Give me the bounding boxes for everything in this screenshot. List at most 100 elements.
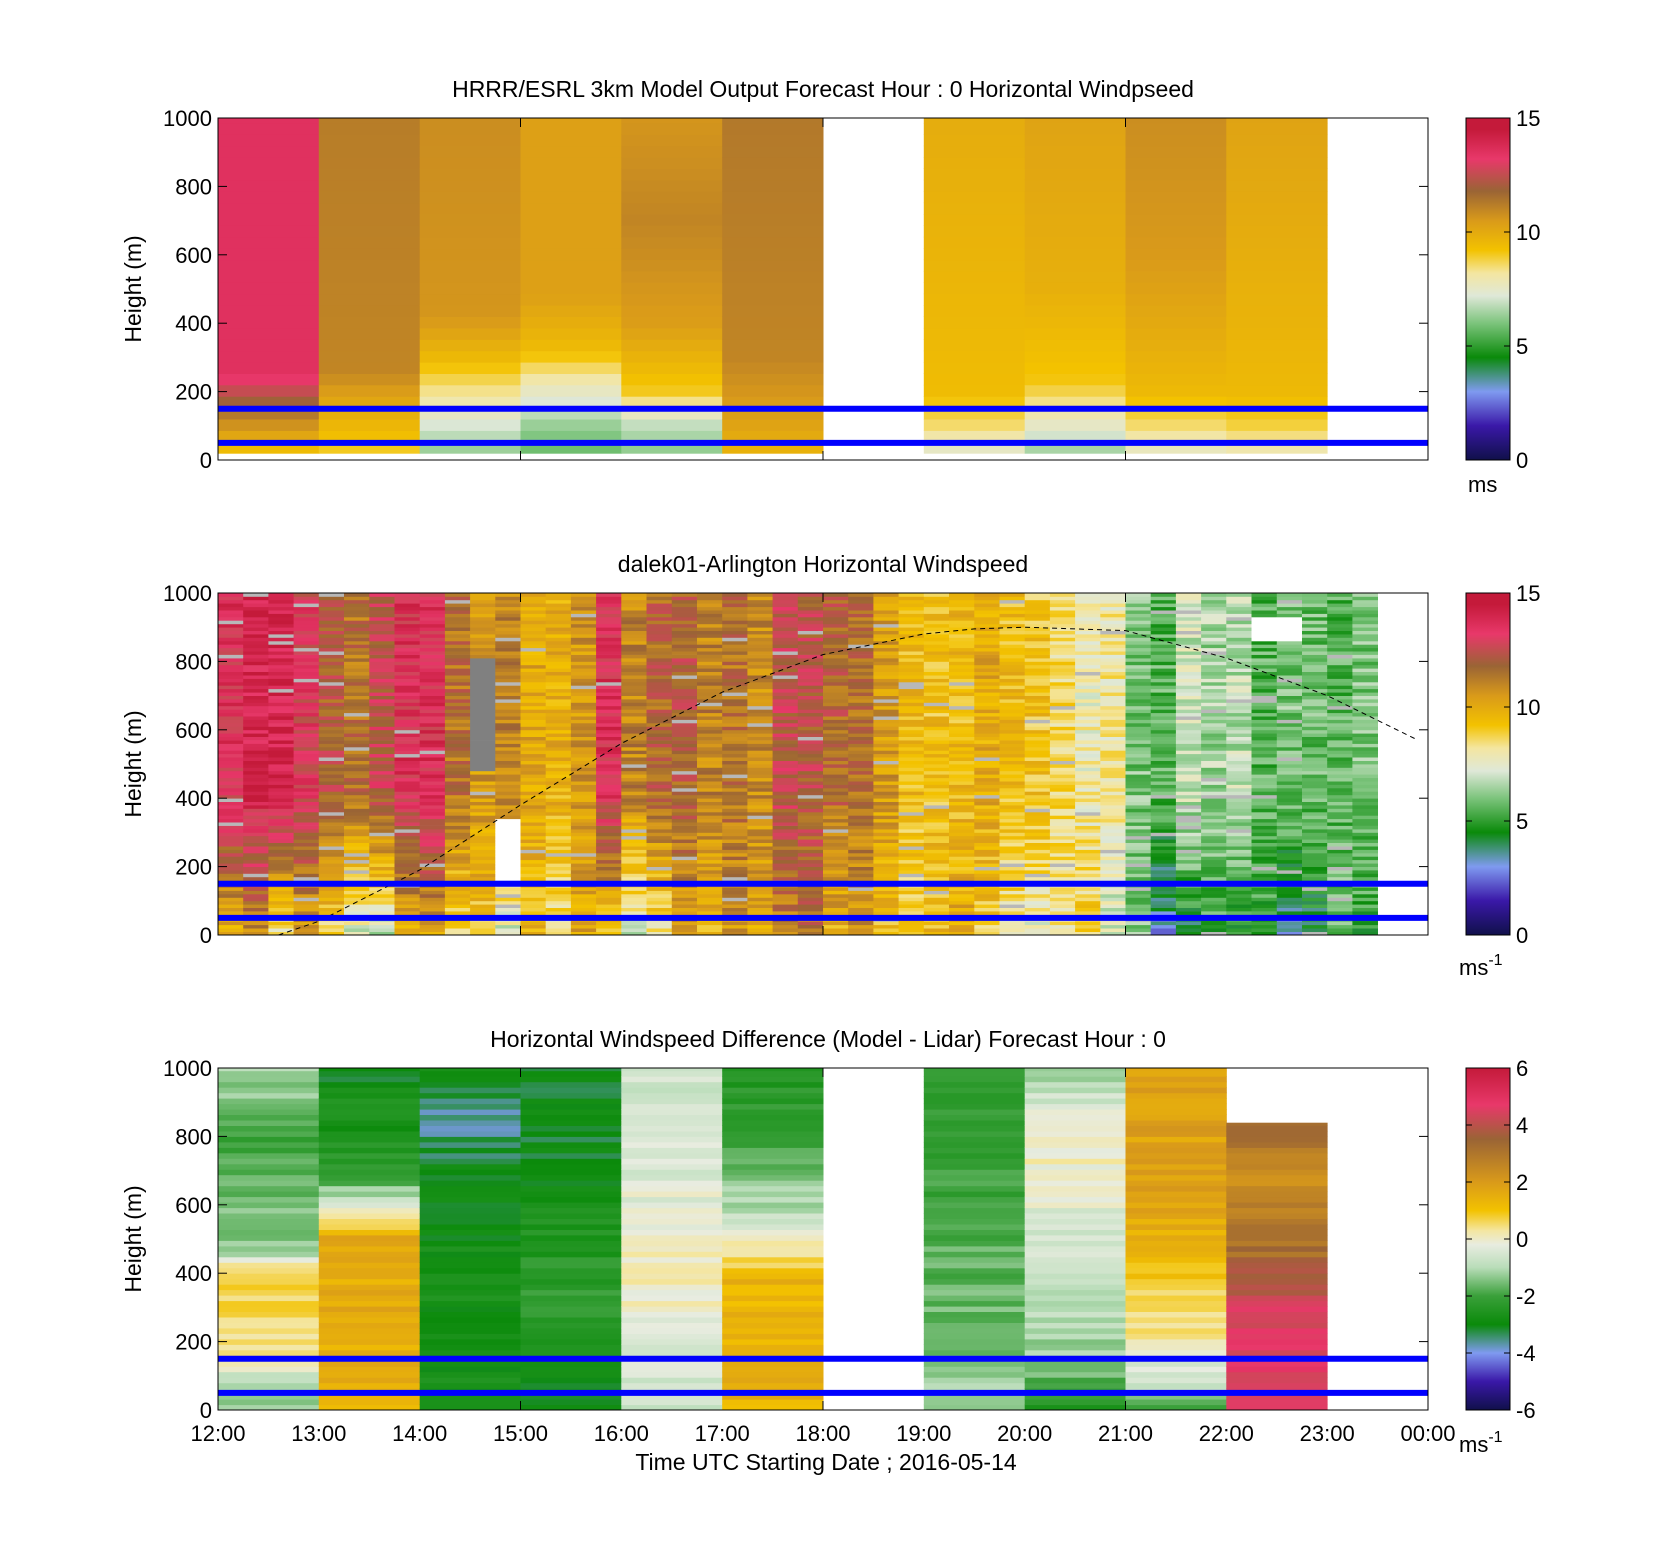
heatmap-cell — [1251, 675, 1278, 679]
heatmap-cell — [873, 668, 899, 672]
heatmap-cell — [1175, 606, 1202, 611]
heatmap-cell — [1075, 846, 1101, 850]
heatmap-cell — [369, 616, 395, 621]
heatmap-cell — [444, 678, 471, 683]
heatmap-cell — [671, 839, 698, 843]
heatmap-cell — [1024, 688, 1051, 693]
heatmap-cell — [394, 746, 421, 751]
heatmap-cell — [823, 904, 849, 908]
heatmap-cell — [394, 750, 421, 755]
heatmap-cell — [444, 770, 471, 775]
heatmap-cell — [1100, 890, 1126, 895]
heatmap-cell — [520, 692, 547, 696]
heatmap-cell — [1075, 716, 1101, 720]
heatmap-cell — [697, 876, 723, 881]
heatmap-cell — [1302, 685, 1328, 690]
heatmap-cell — [1226, 705, 1252, 710]
heatmap-cell — [999, 774, 1026, 779]
heatmap-cell — [1251, 736, 1278, 741]
heatmap-cell — [545, 705, 572, 710]
heatmap-cell — [268, 599, 294, 604]
heatmap-cell — [722, 316, 824, 329]
heatmap-cell — [444, 699, 471, 703]
heatmap-cell — [545, 805, 572, 809]
heatmap-cell — [621, 740, 647, 744]
heatmap-cell — [646, 685, 673, 690]
heatmap-cell — [369, 736, 395, 741]
heatmap-cell — [470, 760, 496, 765]
heatmap-cell — [1251, 695, 1278, 700]
heatmap-cell — [344, 832, 370, 837]
heatmap-cell — [520, 702, 547, 707]
heatmap-cell — [772, 637, 799, 642]
heatmap-cell — [999, 668, 1026, 672]
heatmap-cell — [923, 661, 950, 666]
heatmap-cell — [1276, 832, 1303, 837]
heatmap-cell — [596, 623, 622, 628]
heatmap-cell — [318, 191, 421, 204]
heatmap-cell — [747, 661, 773, 666]
heatmap-cell — [293, 798, 320, 802]
heatmap-cell — [1100, 911, 1126, 915]
heatmap-cell — [268, 774, 294, 779]
heatmap-cell — [1276, 726, 1303, 731]
heatmap-cell — [596, 688, 622, 693]
heatmap-cell — [293, 791, 320, 796]
heatmap-cell — [747, 678, 773, 683]
heatmap-cell — [1226, 825, 1252, 830]
heatmap-cell — [772, 664, 799, 669]
heatmap-cell — [419, 924, 446, 929]
heatmap-cell — [1049, 658, 1076, 662]
heatmap-cell — [873, 832, 899, 837]
heatmap-cell — [823, 894, 849, 898]
heatmap-cell — [394, 931, 421, 935]
heatmap-cell — [1024, 733, 1051, 737]
heatmap-cell — [218, 736, 244, 741]
heatmap-cell — [1302, 904, 1328, 908]
heatmap-cell — [419, 613, 446, 618]
heatmap-cell — [444, 894, 471, 898]
heatmap-cell — [772, 863, 799, 867]
heatmap-cell — [1302, 890, 1328, 895]
heatmap-cell — [923, 866, 950, 871]
heatmap-cell — [1327, 654, 1353, 659]
heatmap-cell — [1024, 627, 1051, 631]
heatmap-cell — [243, 863, 269, 867]
heatmap-cell — [646, 928, 673, 932]
heatmap-cell — [1125, 134, 1227, 147]
heatmap-cell — [596, 924, 622, 929]
heatmap-cell — [520, 613, 547, 618]
heatmap-cell — [747, 770, 773, 775]
heatmap-cell — [722, 692, 748, 696]
heatmap-cell — [1024, 699, 1051, 703]
heatmap-cell — [495, 791, 521, 796]
heatmap-cell — [1125, 873, 1152, 878]
heatmap-cell — [1327, 781, 1353, 785]
heatmap-cell — [1024, 767, 1051, 772]
heatmap-cell — [797, 640, 824, 645]
heatmap-cell — [848, 887, 874, 891]
heatmap-cell — [444, 606, 471, 611]
heatmap-cell — [898, 832, 925, 837]
heatmap-cell — [621, 168, 723, 181]
heatmap-cell — [444, 681, 471, 686]
heatmap-cell — [369, 692, 395, 696]
heatmap-cell — [722, 764, 748, 768]
heatmap-cell — [873, 685, 899, 690]
heatmap-cell — [218, 225, 320, 238]
heatmap-cell — [1302, 695, 1328, 700]
heatmap-cell — [873, 811, 899, 816]
heatmap-cell — [419, 787, 446, 792]
heatmap-cell — [268, 743, 294, 748]
heatmap-cell — [545, 897, 572, 902]
heatmap-cell — [898, 787, 925, 792]
heatmap-cell — [243, 767, 269, 772]
heatmap-cell — [470, 692, 496, 696]
heatmap-cell — [747, 671, 773, 676]
heatmap-cell — [999, 719, 1026, 724]
heatmap-cell — [369, 911, 395, 915]
heatmap-cell — [697, 904, 723, 908]
heatmap-cell — [848, 726, 874, 731]
heatmap-cell — [1226, 733, 1252, 737]
heatmap-cell — [772, 736, 799, 741]
